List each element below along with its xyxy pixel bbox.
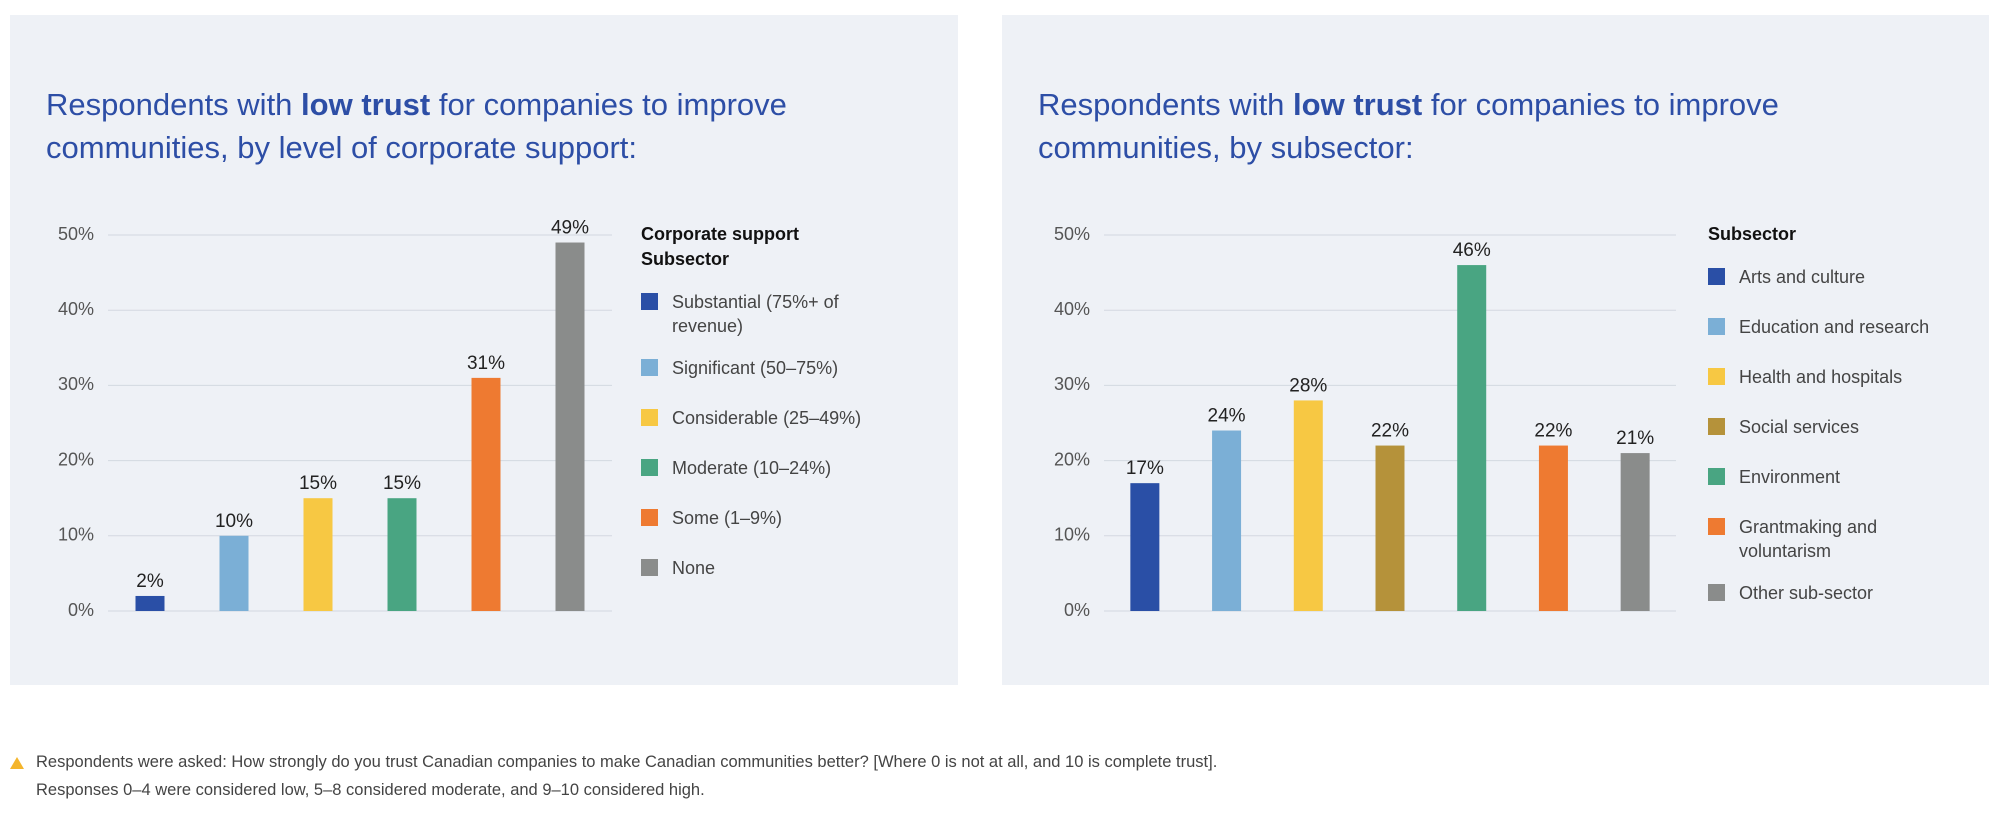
legend-label: Other sub-sector bbox=[1739, 583, 1874, 603]
legend-label: Moderate (10–24%) bbox=[672, 458, 832, 478]
legend-item: Significant (50–75%) bbox=[641, 356, 961, 388]
title-part: Respondents with bbox=[46, 87, 302, 122]
legend-label: Considerable (25–49%) bbox=[672, 408, 862, 428]
legend-swatch bbox=[641, 359, 658, 376]
legend-item: None bbox=[641, 556, 961, 588]
footnote: Respondents were asked: How strongly do … bbox=[36, 753, 1218, 771]
title-part: for companies to improve communities, by… bbox=[1038, 87, 1779, 165]
bar bbox=[219, 535, 249, 611]
y-tick-label: 30% bbox=[58, 374, 94, 394]
legend-swatch bbox=[641, 559, 658, 576]
footnote-icon bbox=[10, 757, 24, 769]
y-tick-label: 50% bbox=[1054, 224, 1090, 244]
legend-item: Moderate (10–24%) bbox=[641, 456, 961, 488]
y-tick-label: 0% bbox=[1064, 600, 1090, 620]
legend: Subsector Arts and culture Education and r… bbox=[1708, 222, 1999, 631]
legend-item: Education and research bbox=[1708, 315, 1999, 347]
legend-label: Health and hospitals bbox=[1739, 367, 1903, 387]
legend-item: Health and hospitals bbox=[1708, 365, 1999, 397]
title-part: for companies to improve communities, by… bbox=[46, 87, 787, 165]
legend-item: Some (1–9%) bbox=[641, 506, 961, 538]
bar bbox=[555, 242, 585, 611]
y-tick-label: 10% bbox=[1054, 525, 1090, 545]
y-tick-label: 40% bbox=[1054, 299, 1090, 319]
bar bbox=[1293, 400, 1323, 611]
footnote: Responses 0–4 were considered low, 5–8 c… bbox=[36, 781, 705, 799]
bar bbox=[1457, 265, 1487, 611]
value-label: 46% bbox=[1453, 240, 1491, 261]
value-label: 31% bbox=[467, 353, 505, 374]
legend-item: Grantmaking and voluntarism bbox=[1708, 515, 1999, 563]
y-tick-label: 50% bbox=[58, 224, 94, 244]
bar bbox=[1375, 445, 1405, 611]
bar bbox=[303, 498, 333, 611]
y-tick-label: 10% bbox=[58, 525, 94, 545]
value-label: 24% bbox=[1208, 406, 1246, 427]
legend-label: Substantial (75%+ of revenue) bbox=[672, 292, 839, 336]
legend-swatch bbox=[1708, 468, 1725, 485]
chart: 0% 10% 20% 30% 40% 50% 17% 24% 28% 22% 46% 22% 21% bbox=[1054, 224, 1676, 620]
bar bbox=[1130, 483, 1160, 611]
value-label: 22% bbox=[1371, 421, 1409, 442]
chart-title: Respondents with low trust for companies… bbox=[1038, 83, 1918, 169]
legend-swatch bbox=[641, 293, 658, 310]
title-part: low trust bbox=[301, 87, 431, 122]
bar bbox=[1212, 430, 1242, 611]
legend-item: Social services bbox=[1708, 415, 1999, 447]
legend-swatch bbox=[1708, 584, 1725, 601]
legend-swatch bbox=[641, 409, 658, 426]
y-tick-label: 20% bbox=[58, 449, 94, 469]
bar bbox=[1620, 453, 1650, 611]
value-label: 28% bbox=[1289, 375, 1327, 396]
legend-item: Other sub-sector bbox=[1708, 581, 1999, 613]
y-tick-label: 0% bbox=[68, 600, 94, 620]
legend-title: Subsector bbox=[1708, 224, 1797, 244]
legend-item: Environment bbox=[1708, 465, 1999, 497]
legend-label: Some (1–9%) bbox=[672, 508, 783, 528]
y-tick-label: 30% bbox=[1054, 374, 1090, 394]
legend-swatch bbox=[1708, 418, 1725, 435]
legend-label: Significant (50–75%) bbox=[672, 358, 839, 378]
bar bbox=[1538, 445, 1568, 611]
legend-label: Environment bbox=[1739, 467, 1841, 487]
legend-label: Arts and culture bbox=[1739, 267, 1866, 287]
title-part: low trust bbox=[1293, 87, 1423, 122]
chart-panel: Respondents with low trust for companies… bbox=[10, 15, 958, 685]
legend-label: None bbox=[672, 558, 716, 578]
value-label: 15% bbox=[299, 473, 337, 494]
legend-swatch bbox=[641, 509, 658, 526]
bar bbox=[471, 377, 501, 611]
legend-swatch bbox=[1708, 518, 1725, 535]
title-part: Respondents with bbox=[1038, 87, 1294, 122]
y-tick-label: 40% bbox=[58, 299, 94, 319]
chart-panel: Respondents with low trust for companies… bbox=[1002, 15, 1989, 685]
legend-label: Grantmaking and voluntarism bbox=[1739, 517, 1878, 561]
legend-label: Education and research bbox=[1739, 317, 1930, 337]
legend-item: Substantial (75%+ of revenue) bbox=[641, 290, 961, 338]
value-label: 15% bbox=[383, 473, 421, 494]
legend-title: Corporate support Subsector bbox=[641, 224, 800, 269]
legend: Corporate support Subsector Substantial (… bbox=[641, 222, 961, 606]
value-label: 49% bbox=[551, 218, 589, 239]
legend-item: Arts and culture bbox=[1708, 265, 1999, 297]
y-tick-label: 20% bbox=[1054, 449, 1090, 469]
bar bbox=[135, 595, 165, 611]
legend-item: Considerable (25–49%) bbox=[641, 406, 961, 438]
value-label: 2% bbox=[136, 571, 164, 592]
value-label: 21% bbox=[1616, 428, 1654, 449]
value-label: 17% bbox=[1126, 458, 1164, 479]
bar bbox=[387, 498, 417, 611]
chart-title: Respondents with low trust for companies… bbox=[46, 83, 926, 169]
legend-swatch bbox=[641, 459, 658, 476]
value-label: 22% bbox=[1534, 421, 1572, 442]
legend-swatch bbox=[1708, 368, 1725, 385]
chart: 0% 10% 20% 30% 40% 50% 2% 10% 15% 15% 31% 49% bbox=[58, 218, 612, 620]
legend-swatch bbox=[1708, 268, 1725, 285]
legend-label: Social services bbox=[1739, 417, 1860, 437]
value-label: 10% bbox=[215, 511, 253, 532]
legend-swatch bbox=[1708, 318, 1725, 335]
